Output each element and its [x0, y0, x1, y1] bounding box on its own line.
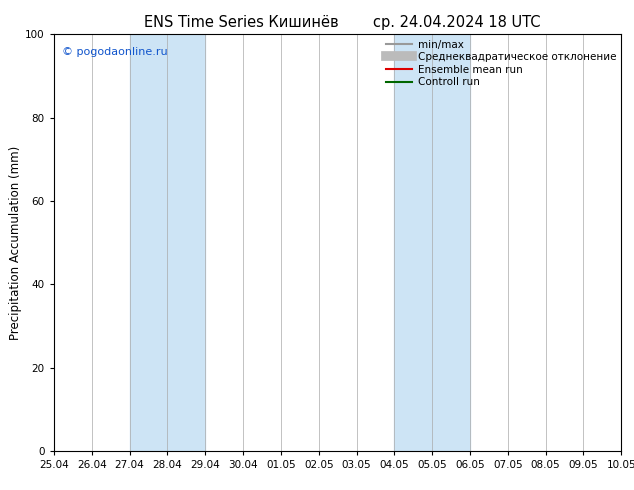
- Text: ср. 24.04.2024 18 UTC: ср. 24.04.2024 18 UTC: [373, 15, 540, 30]
- Text: © pogodaonline.ru: © pogodaonline.ru: [62, 47, 168, 57]
- Text: ENS Time Series Кишинёв: ENS Time Series Кишинёв: [144, 15, 338, 30]
- Legend: min/max, Среднеквадратическое отклонение, Ensemble mean run, Controll run: min/max, Среднеквадратическое отклонение…: [386, 40, 616, 87]
- Bar: [129, 34, 205, 451]
- Bar: [394, 34, 470, 451]
- Y-axis label: Precipitation Accumulation (mm): Precipitation Accumulation (mm): [10, 146, 22, 340]
